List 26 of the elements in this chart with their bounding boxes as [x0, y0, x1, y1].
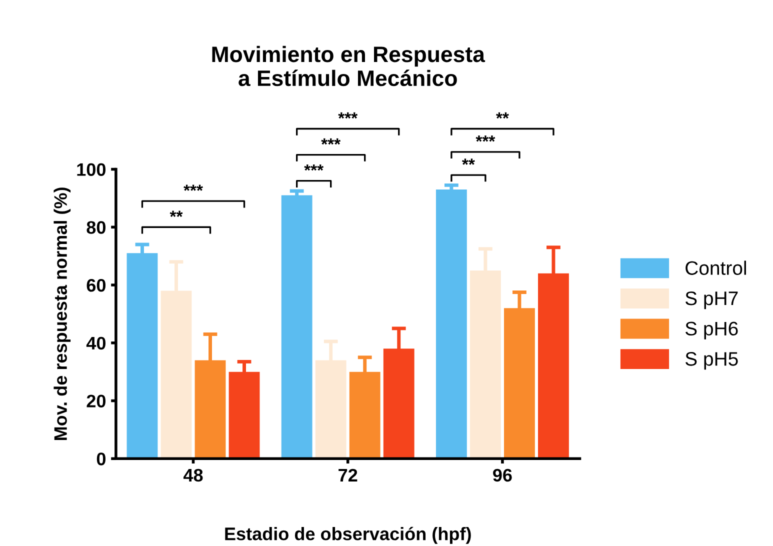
y-tick-label: 60 — [86, 278, 106, 292]
bar — [281, 195, 312, 459]
bar — [436, 190, 467, 459]
annotation: *** — [184, 184, 203, 191]
legend-label: S pH5 — [685, 352, 738, 370]
x-tick-label: 48 — [183, 468, 203, 482]
x-tick-label: 96 — [493, 468, 512, 482]
x-axis-title: Estadio de observación (hpf) — [225, 526, 471, 544]
text: *** — [338, 112, 358, 119]
text: *** — [476, 136, 496, 142]
legend-label: S pH7 — [685, 291, 738, 310]
annotation: ** — [170, 210, 183, 217]
y-axis-title: Mov. de respuesta normal (%) — [54, 188, 71, 440]
text: *** — [321, 138, 341, 145]
text: ** — [462, 158, 475, 165]
y-tick-label: 20 — [86, 394, 106, 408]
y-tick-label: 100 — [77, 163, 106, 176]
x-tick-label: 72 — [338, 468, 358, 482]
y-tick-label: 40 — [86, 336, 106, 350]
legend-label: Control — [686, 260, 746, 275]
legend-label: S pH6 — [685, 322, 738, 340]
annotation: *** — [304, 164, 324, 171]
text: ** — [496, 112, 509, 119]
y-tick-label: 80 — [86, 221, 106, 234]
y-tick-label: 0 — [96, 452, 106, 466]
chart-title: Movimiento en Respuesta a Estímulo Mecánico — [212, 46, 486, 86]
